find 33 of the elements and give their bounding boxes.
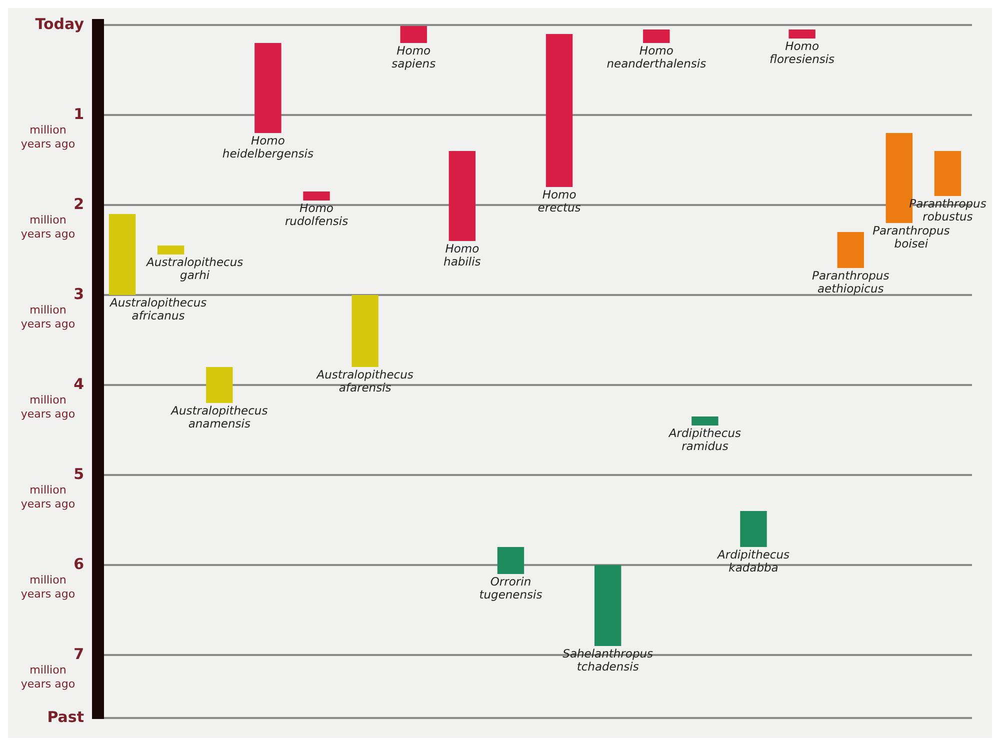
y-tick-label: 4 <box>74 374 84 393</box>
y-tick-label: 5 <box>74 464 84 483</box>
series-label: Australopithecus garhi <box>146 255 244 282</box>
y-tick-label: 1 <box>74 104 84 123</box>
series-label: Homo rudolfensis <box>284 201 348 228</box>
series-label: Homo heidelbergensis <box>222 134 314 161</box>
series-label: Homo erectus <box>538 188 581 215</box>
series-label: Ardipithecus kadabba <box>716 548 790 575</box>
series-label: Australopithecus anamensis <box>170 404 268 431</box>
text: million years ago <box>20 663 76 690</box>
y-tick-label: 3 <box>74 284 84 303</box>
y-tick-label: 6 <box>74 554 84 573</box>
text: million years ago <box>20 123 76 150</box>
y-tick-label: Today <box>35 14 84 33</box>
y-tick-label: Past <box>47 708 84 726</box>
series-label: Sahelanthropus tchadensis <box>562 646 654 674</box>
series-label: Homo habilis <box>444 242 481 269</box>
text: million years ago <box>20 393 76 420</box>
series-label: Homo sapiens <box>392 44 436 71</box>
text: million years ago <box>20 573 76 600</box>
series-label: Homo floresiensis <box>770 39 835 66</box>
series-label: Australopithecus africanus <box>108 296 207 323</box>
series-label: Homo neanderthalensis <box>606 44 706 71</box>
text: million years ago <box>20 303 76 330</box>
series-label: Paranthropus aethiopicus <box>812 268 890 296</box>
series-label: Orrorin tugenensis <box>479 574 542 602</box>
series-label: Ardipithecus ramidus <box>668 426 741 454</box>
text: million years ago <box>20 483 76 510</box>
text: million years ago <box>20 213 76 240</box>
series-label: Paranthropus boisei <box>872 224 950 251</box>
y-tick-label: 7 <box>74 644 84 663</box>
series-label: Australopithecus afarensis <box>316 368 414 395</box>
y-tick-label: 2 <box>74 194 84 213</box>
